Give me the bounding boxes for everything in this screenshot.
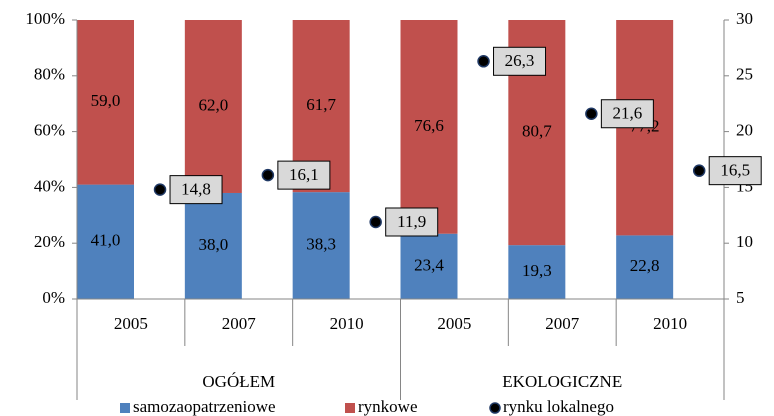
y2-tick-label: 25 (736, 65, 753, 84)
bar-segment (184, 192, 242, 299)
y-tick-label: 0% (42, 288, 65, 307)
point (153, 183, 167, 196)
point-label: 21,6 (612, 104, 642, 123)
point-label-box (277, 160, 331, 190)
y2-tick-label: 5 (736, 288, 745, 307)
group-label: EKOLOGICZNE (502, 372, 622, 391)
point-label-box (385, 207, 439, 237)
y-tick-label: 100% (25, 9, 65, 28)
legend-swatch (345, 403, 355, 413)
point (261, 168, 275, 182)
point-label: 11,9 (397, 212, 426, 231)
bar-segment (184, 20, 242, 193)
point (692, 164, 706, 177)
bar-segment (77, 20, 134, 185)
x-tick-label: 2007 (545, 314, 580, 333)
x-tick-label: 2005 (114, 314, 148, 333)
y2-tick-label: 20 (736, 121, 753, 140)
data-label: 61,7 (306, 95, 336, 114)
y2-tick-label: 30 (736, 9, 753, 28)
data-label: 59,0 (91, 91, 121, 110)
y-tick-label: 20% (34, 232, 65, 251)
y-tick-label: 60% (34, 121, 65, 140)
point (369, 215, 382, 229)
point-label: 16,5 (720, 161, 750, 180)
data-label: 19,3 (522, 261, 552, 280)
point (477, 55, 490, 68)
data-label: 38,3 (306, 234, 336, 253)
legend-label: samozaopatrzeniowe (133, 397, 276, 416)
point-label: 14,8 (181, 180, 211, 199)
data-label: 41,0 (91, 231, 121, 250)
x-tick-label: 2005 (437, 314, 471, 333)
y-tick-label: 40% (34, 176, 65, 195)
point-label-box (708, 156, 762, 186)
y2-tick-label: 10 (736, 232, 753, 251)
legend-label: rynkowe (358, 397, 417, 416)
bar-segment (400, 233, 458, 299)
legend-swatch (120, 403, 130, 413)
bar-segment (508, 245, 566, 299)
x-tick-label: 2007 (222, 314, 257, 333)
data-label: 38,0 (198, 235, 228, 254)
x-tick-label: 2010 (330, 314, 364, 333)
bar-segment (616, 235, 674, 299)
group-label: OGÓŁEM (202, 372, 275, 391)
point-label-box (169, 175, 223, 205)
point-label: 16,1 (289, 165, 319, 184)
bar-segment (77, 184, 134, 299)
point-label: 26,3 (505, 51, 535, 70)
legend-marker (489, 402, 501, 414)
point-label-box (600, 99, 654, 129)
point-label-box (493, 46, 547, 76)
data-label: 23,4 (414, 255, 444, 274)
bar-segment (292, 192, 350, 299)
y-tick-label: 80% (34, 65, 65, 84)
bar-segment (400, 20, 458, 234)
data-label: 76,6 (414, 116, 444, 135)
legend-label: rynku lokalnego (503, 397, 614, 416)
data-label: 62,0 (198, 95, 228, 114)
data-label: 80,7 (522, 121, 552, 140)
x-tick-label: 2010 (653, 314, 687, 333)
data-label: 22,8 (630, 256, 660, 275)
point (585, 107, 598, 120)
